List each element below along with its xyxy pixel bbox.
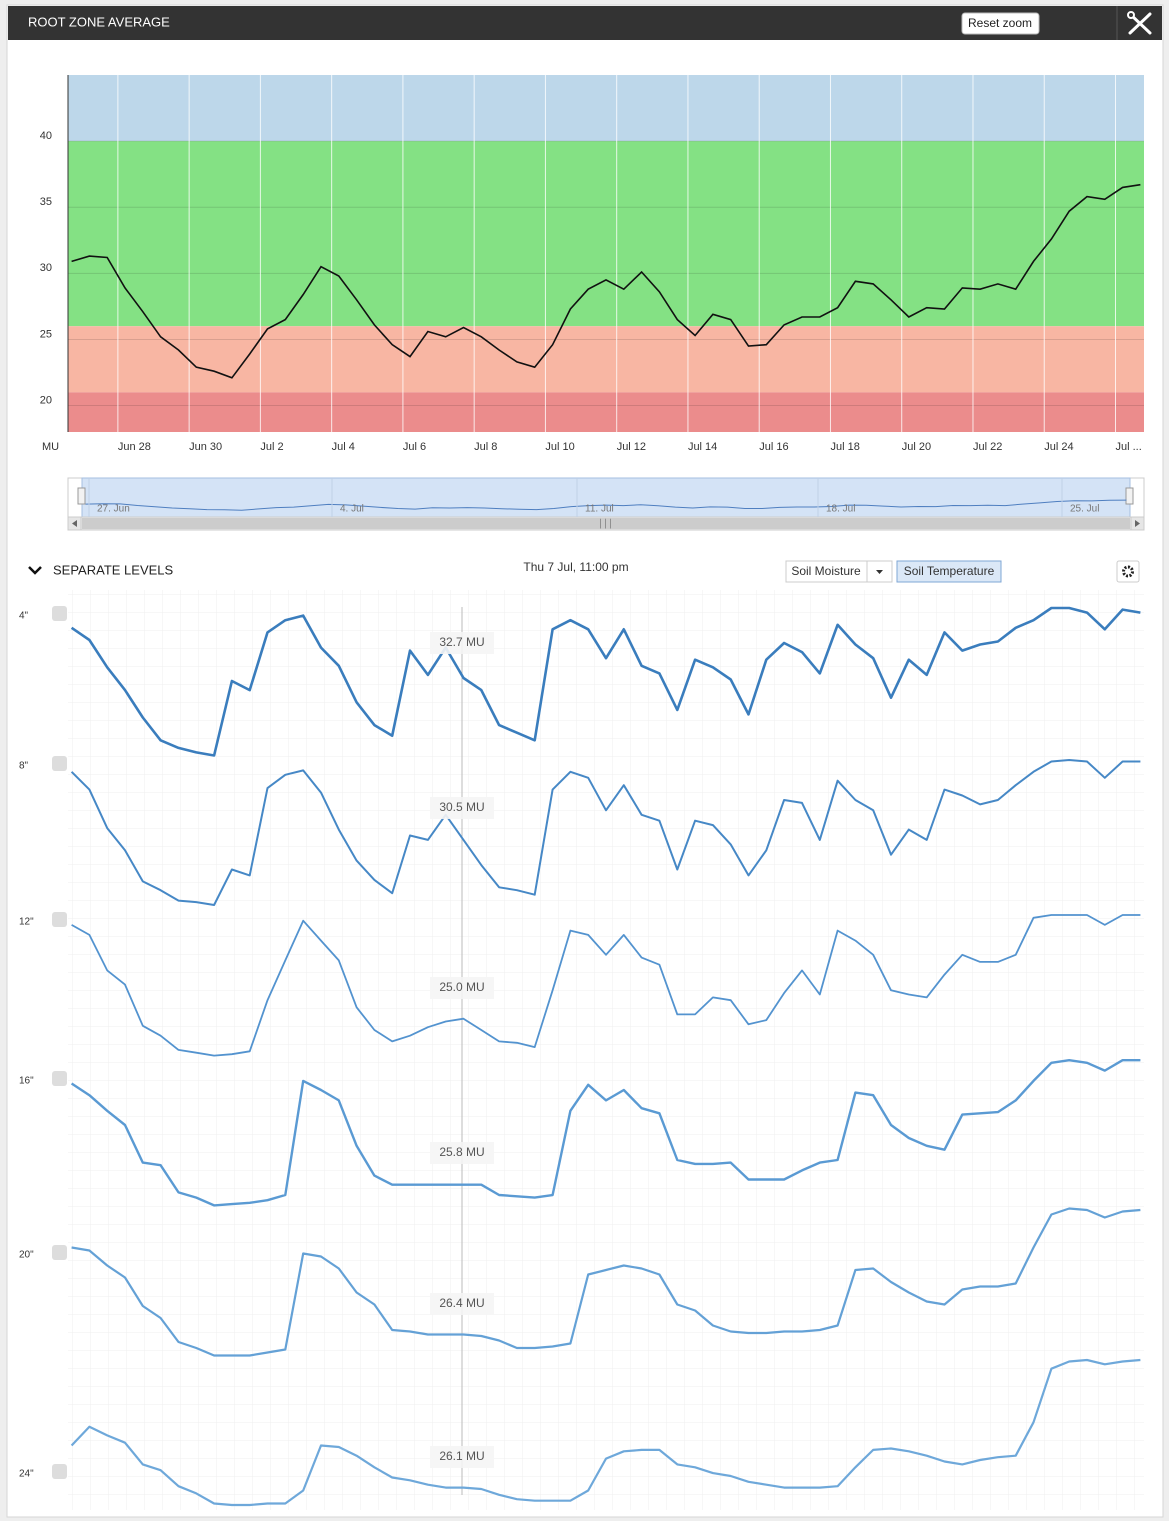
tooltip-label: 25.8 MU	[439, 1145, 484, 1159]
level-line	[70, 1059, 1141, 1207]
x-tick-label: Jul 22	[973, 441, 1002, 453]
x-tick-label: Jul 24	[1044, 441, 1073, 453]
level-toggle[interactable]	[52, 756, 67, 771]
tooltip-label: 26.1 MU	[439, 1449, 484, 1463]
x-tick-label: Jul ...	[1115, 441, 1141, 453]
y-tick-label: 30	[40, 262, 52, 274]
tools-icon[interactable]	[1127, 11, 1152, 35]
arrow	[72, 520, 77, 527]
y-tick-label: 20	[40, 394, 52, 406]
tooltip-label: 30.5 MU	[439, 800, 484, 814]
levels-title[interactable]: SEPARATE LEVELS	[53, 562, 174, 577]
caret	[876, 570, 883, 574]
navigator-content: 27. Jun 4. Jul 11. Jul 18. Jul 25. Jul │││	[85, 478, 1127, 529]
level-toggle[interactable]	[52, 1464, 67, 1479]
band	[68, 326, 1144, 393]
navigator-handle[interactable]	[1125, 487, 1134, 505]
level-line	[70, 606, 1141, 757]
tooltip-box	[430, 1446, 494, 1468]
x-tick-label: Jun 30	[189, 441, 222, 453]
tooltip-label: 26.4 MU	[439, 1296, 484, 1310]
reset-zoom-label[interactable]: Reset zoom	[968, 16, 1032, 30]
scroll-grip: │││	[599, 518, 614, 529]
x-tick-label: Jul 4	[332, 441, 355, 453]
soil-moisture-label[interactable]: Soil Moisture	[791, 564, 861, 578]
y-tick-label: 40	[40, 130, 52, 142]
x-tick-label: Jul 20	[902, 441, 931, 453]
band	[68, 141, 1144, 327]
level-label: 4"	[19, 611, 29, 622]
settings-button[interactable]	[1116, 560, 1140, 583]
line	[71, 183, 1141, 379]
tooltip-box	[430, 977, 494, 999]
level-toggle[interactable]	[52, 1245, 67, 1260]
band	[68, 392, 1144, 432]
tooltip-box	[430, 632, 494, 654]
scrollbar-thumb[interactable]	[82, 518, 1130, 529]
main-chart: 20 25 30 35 40 Jun 28 Jun 30 Jul 2 Jul 4 Jul 6 Jul…	[40, 75, 1144, 453]
x-tick-label: Jul 6	[403, 441, 426, 453]
navigator-label: 18. Jul	[826, 504, 855, 515]
level-toggle[interactable]	[52, 912, 67, 927]
level-label: 16"	[19, 1076, 34, 1087]
navigator-label: 27. Jun	[97, 504, 130, 515]
navigator-label: 25. Jul	[1070, 504, 1099, 515]
tooltip-label: 32.7 MU	[439, 635, 484, 649]
band	[68, 75, 1144, 142]
level-line	[71, 914, 1141, 1057]
navigator-label: 4. Jul	[340, 504, 364, 515]
level-label: 12"	[19, 917, 34, 928]
x-tick-label: Jul 12	[617, 441, 646, 453]
tooltip-box	[430, 1293, 494, 1315]
navigator-handle[interactable]	[77, 487, 86, 505]
level-line	[70, 1358, 1141, 1507]
x-tick-label: Jul 18	[830, 441, 859, 453]
header-title: ROOT ZONE AVERAGE	[28, 14, 170, 29]
level-label: 8"	[19, 761, 29, 772]
chevron[interactable]	[28, 566, 42, 575]
navigator-line	[85, 499, 1127, 511]
level-line	[71, 1207, 1141, 1357]
level-toggle[interactable]	[52, 1071, 67, 1086]
x-tick-label: Jun 28	[118, 441, 151, 453]
x-tick-label: Jul 2	[260, 441, 283, 453]
gear-icon	[1122, 565, 1134, 578]
y-tick-label: 25	[40, 328, 52, 340]
tooltip-box	[430, 797, 494, 819]
y-axis-label: MU	[42, 441, 59, 453]
navigator-label: 11. Jul	[585, 504, 614, 515]
level-line	[70, 759, 1141, 906]
reset-zoom-button[interactable]	[961, 12, 1040, 35]
soil-temperature-label[interactable]: Soil Temperature	[904, 564, 995, 578]
soil-temperature-button[interactable]	[896, 560, 1002, 583]
arrow	[1135, 520, 1140, 527]
tooltip-label: 25.0 MU	[439, 980, 484, 994]
level-label: 20"	[19, 1250, 34, 1261]
y-tick-label: 35	[40, 196, 52, 208]
levels-chart: 4" 32.7 MU 8" 30.5 MU 12" 25.0 MU 16" 25.8 MU 20…	[19, 606, 1141, 1507]
level-label: 24"	[19, 1469, 34, 1480]
levels-date: Thu 7 Jul, 11:00 pm	[523, 560, 628, 574]
x-tick-label: Jul 16	[759, 441, 788, 453]
x-tick-label: Jul 14	[688, 441, 717, 453]
levels-grid	[68, 590, 1144, 1510]
x-tick-label: Jul 8	[474, 441, 497, 453]
tooltip-box	[430, 1142, 494, 1164]
level-toggle[interactable]	[52, 606, 67, 621]
x-tick-label: Jul 10	[545, 441, 574, 453]
